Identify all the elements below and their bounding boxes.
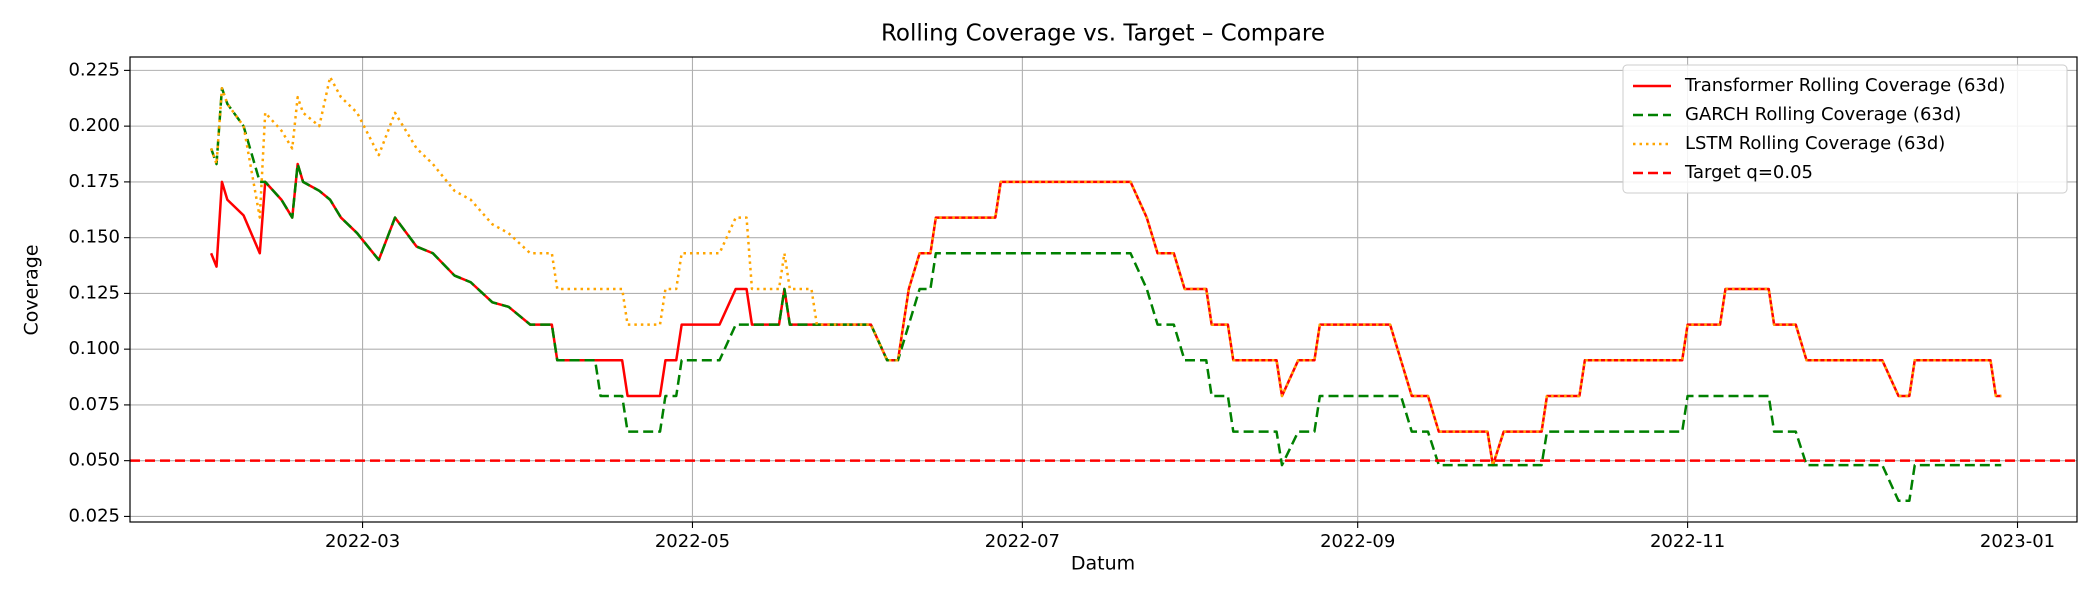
- y-tick-label: 0.225: [68, 59, 120, 80]
- x-tick-label: 2022-07: [985, 531, 1060, 552]
- chart-title: Rolling Coverage vs. Target – Compare: [881, 21, 1325, 47]
- series-line: [209, 75, 2002, 467]
- legend-label: Target q=0.05: [1684, 162, 1813, 183]
- y-tick-label: 0.100: [68, 338, 120, 359]
- y-axis-label: Coverage: [21, 244, 43, 335]
- series-line: [209, 86, 2002, 503]
- y-tick-label: 0.200: [68, 115, 120, 136]
- legend-label: GARCH Rolling Coverage (63d): [1685, 104, 1961, 125]
- x-axis-label: Datum: [1071, 553, 1135, 575]
- plot-frame: [129, 56, 2078, 523]
- y-tick-label: 0.125: [68, 282, 120, 303]
- x-tick-label: 2022-03: [325, 531, 400, 552]
- y-tick-label: 0.075: [68, 394, 120, 415]
- y-tick-label: 0.025: [68, 505, 120, 526]
- legend-label: LSTM Rolling Coverage (63d): [1685, 133, 1945, 154]
- x-tick-label: 2023-01: [1980, 531, 2055, 552]
- y-tick-label: 0.050: [68, 450, 120, 471]
- y-tick-label: 0.150: [68, 227, 120, 248]
- x-tick-label: 2022-09: [1320, 531, 1395, 552]
- x-tick-label: 2022-05: [655, 531, 730, 552]
- legend-label: Transformer Rolling Coverage (63d): [1684, 75, 2005, 96]
- x-tick-label: 2022-11: [1650, 531, 1725, 552]
- legend-box: [1622, 64, 2068, 194]
- y-tick-label: 0.175: [68, 171, 120, 192]
